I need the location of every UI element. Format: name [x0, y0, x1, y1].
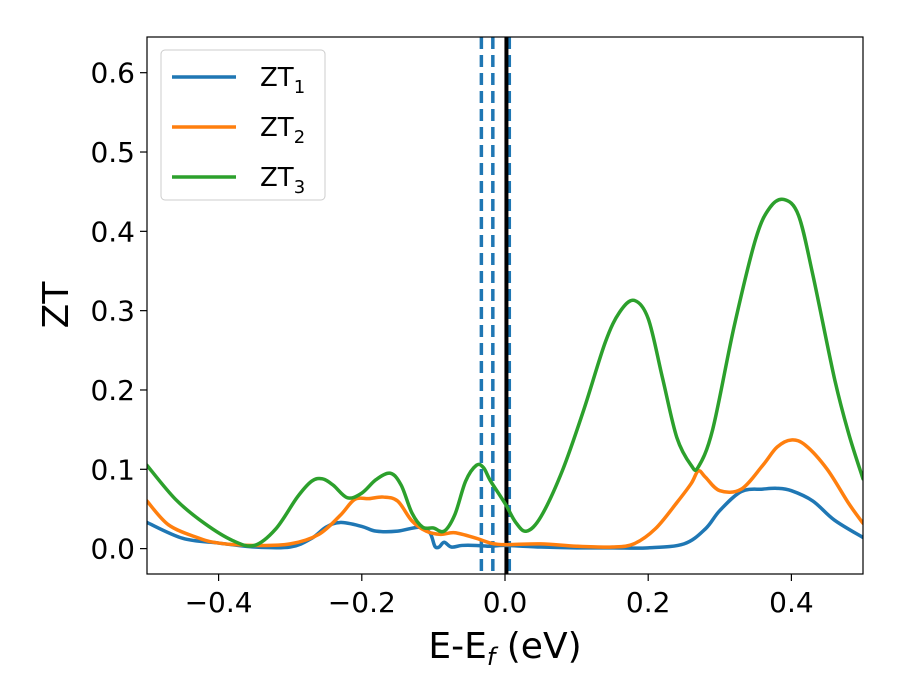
- x-tick-label: 0.4: [769, 586, 814, 619]
- y-tick-label: 0.2: [90, 374, 135, 407]
- x-tick-label: 0.0: [483, 586, 528, 619]
- legend-box: [160, 49, 326, 201]
- series-line-zt3: [147, 197, 863, 548]
- x-axis-label-unit: (eV): [495, 626, 581, 667]
- y-tick-label: 0.1: [90, 453, 135, 486]
- y-tick-label: 0.3: [90, 295, 135, 328]
- y-axis: 0.0 0.1 0.2 0.3 0.4 0.5 0.6: [90, 57, 147, 566]
- x-axis: −0.4 −0.2 0.0 0.2 0.4: [185, 574, 814, 619]
- series-layer: [147, 197, 863, 550]
- y-tick-label: 0.6: [90, 57, 135, 90]
- series-line-zt1: [147, 486, 863, 550]
- y-tick-label: 0.4: [90, 215, 135, 248]
- x-tick-label: −0.4: [185, 586, 253, 619]
- legend-label-zt2: ZT2: [260, 113, 305, 148]
- y-tick-label: 0.0: [90, 533, 135, 566]
- x-tick-label: −0.2: [328, 586, 396, 619]
- y-axis-label: ZT: [36, 281, 77, 329]
- series-line-zt2: [147, 438, 863, 549]
- legend: ZT1 ZT2 ZT3: [160, 49, 326, 201]
- legend-label-zt3: ZT3: [260, 163, 305, 198]
- x-axis-label: E-Ef (eV): [428, 626, 581, 671]
- legend-label-zt1: ZT1: [260, 63, 305, 98]
- y-tick-label: 0.5: [90, 136, 135, 169]
- x-axis-label-main: E-E: [428, 626, 486, 667]
- x-tick-label: 0.2: [626, 586, 671, 619]
- reference-lines: [479, 37, 512, 574]
